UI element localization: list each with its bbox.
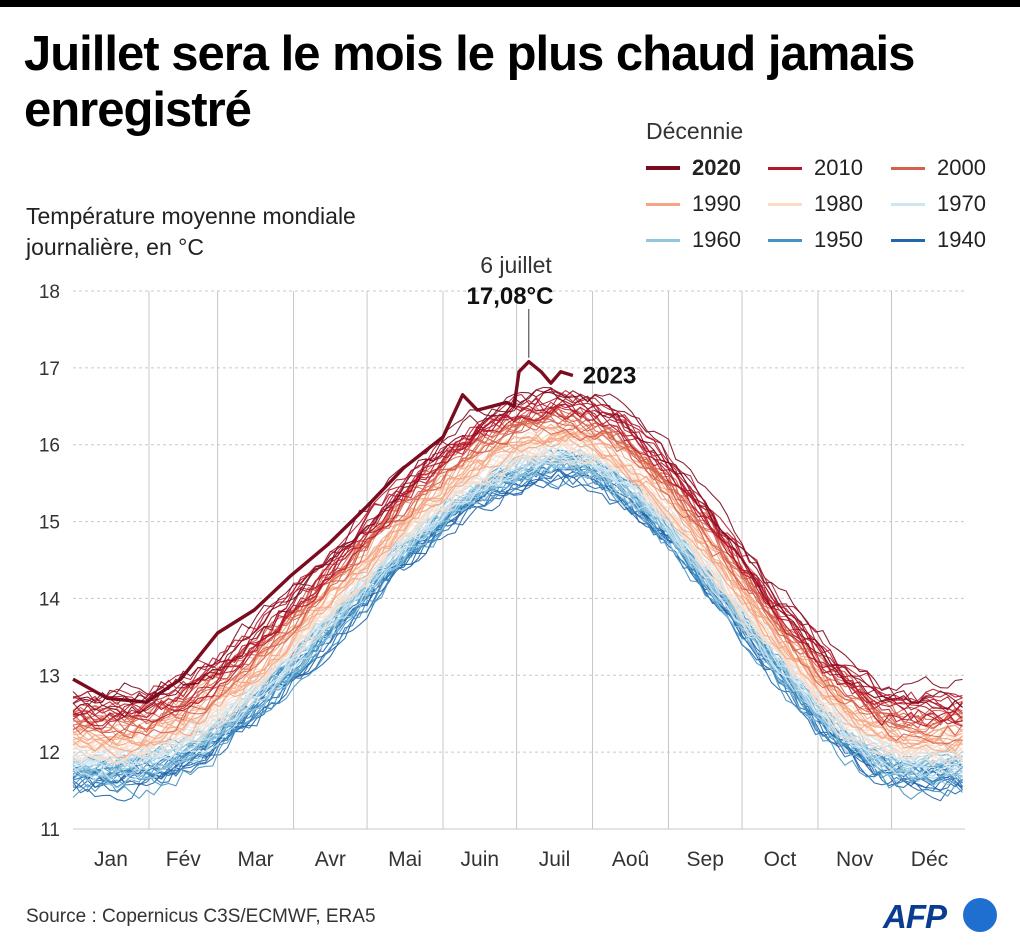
x-tick-label: Mar: [237, 848, 273, 871]
series-line-1950: [72, 449, 963, 778]
legend-grid: 2020 2010 2000 1990 1980 1970 1960 1950 1940: [646, 153, 1006, 255]
subtitle-line-2: journalière, en °C: [26, 234, 204, 260]
y-tick-label: 16: [39, 436, 60, 457]
legend-title: Décennie: [646, 118, 744, 144]
x-tick-label: Avr: [315, 848, 346, 871]
legend-swatch: [646, 202, 680, 206]
legend-swatch: [646, 166, 680, 170]
legend-item-1950: 1950: [768, 225, 891, 255]
y-tick-label: 11: [40, 820, 60, 841]
legend-label: 1970: [937, 191, 986, 216]
afp-logo: AFP: [883, 896, 1003, 936]
y-tick-label: 17: [39, 359, 60, 380]
legend-item-1960: 1960: [646, 225, 768, 255]
legend-swatch: [891, 202, 925, 206]
afp-logo-text: AFP: [883, 898, 947, 935]
x-tick-label: Nov: [836, 848, 874, 871]
legend-label: 2020: [692, 155, 741, 180]
legend-label: 2010: [814, 155, 863, 180]
legend-swatch: [768, 238, 802, 242]
afp-logo-dot: [963, 898, 997, 932]
legend-swatch: [891, 166, 925, 170]
series-line-1970: [72, 449, 963, 766]
legend-item-2020: 2020: [646, 153, 768, 183]
series-line-2000: [72, 419, 963, 733]
annotation-date: 6 juillet: [480, 252, 552, 278]
series-line-2020: [72, 391, 963, 704]
series-line-2020: [72, 386, 963, 719]
legend-swatch: [768, 202, 802, 206]
y-tick-label: 14: [39, 589, 61, 610]
series-line-1970: [72, 442, 963, 767]
legend-label: 1990: [692, 191, 741, 216]
legend-label: 1940: [937, 227, 986, 252]
series-decade-2020: [72, 386, 963, 719]
legend-swatch: [891, 238, 925, 242]
series-line-1990: [72, 431, 963, 748]
series-line-1990: [72, 433, 963, 753]
y-tick-label: 12: [39, 743, 60, 764]
x-tick-label: Déc: [911, 848, 948, 871]
series-line-2010: [72, 391, 963, 707]
x-tick-label: Mai: [388, 848, 422, 871]
series-line-1950: [72, 471, 963, 789]
series-line-1960: [72, 457, 963, 779]
legend-item-1980: 1980: [768, 189, 891, 219]
series-line-2010: [72, 387, 963, 705]
series-line-1940: [72, 466, 963, 793]
series-label-2023: 2023: [583, 363, 636, 390]
series-line-1980: [72, 450, 963, 759]
top-rule: [0, 0, 1020, 7]
series-line-1940: [72, 474, 963, 802]
legend-item-1970: 1970: [891, 189, 1006, 219]
x-tick-label: Jan: [94, 848, 128, 871]
legend-label: 1980: [814, 191, 863, 216]
legend-swatch: [646, 238, 680, 242]
x-tick-label: Sep: [687, 848, 724, 871]
legend-label: 2000: [937, 155, 986, 180]
series-line-1980: [72, 429, 963, 760]
x-tick-label: Juin: [461, 848, 500, 871]
x-tick-label: Fév: [166, 848, 202, 871]
legend: Décennie 2020 2010 2000 1990 1980 1970 1960 195…: [646, 118, 1006, 255]
y-tick-label: 18: [39, 282, 60, 303]
series-line-2020: [72, 388, 963, 708]
series-line-1980: [72, 438, 963, 761]
legend-item-2000: 2000: [891, 153, 1006, 183]
legend-item-1940: 1940: [891, 225, 1006, 255]
source-note: Source : Copernicus C3S/ECMWF, ERA5: [26, 906, 376, 927]
legend-item-2010: 2010: [768, 153, 891, 183]
chart-subtitle: Température moyenne mondiale journalière…: [26, 201, 446, 263]
chart-title: Juillet sera le mois le plus chaud jamai…: [24, 27, 915, 137]
subtitle-line-1: Température moyenne mondiale: [26, 203, 356, 229]
legend-label: 1960: [692, 227, 741, 252]
legend-label: 1950: [814, 227, 863, 252]
y-tick-label: 13: [39, 666, 60, 687]
series-line-2023: [72, 360, 574, 704]
x-tick-label: Juil: [539, 848, 571, 871]
series-line-2000: [72, 414, 963, 720]
x-tick-label: Oct: [764, 848, 797, 871]
legend-item-1990: 1990: [646, 189, 768, 219]
legend-swatch: [768, 166, 802, 170]
x-tick-label: Aoû: [612, 848, 649, 871]
y-tick-label: 15: [39, 513, 60, 534]
annotation-value: 17,08°C: [467, 283, 554, 310]
chart-svg: 11 12 13 14 15 16 17 18 Jan Fév Mar Avr Mai Juin Juil A…: [39, 252, 965, 871]
